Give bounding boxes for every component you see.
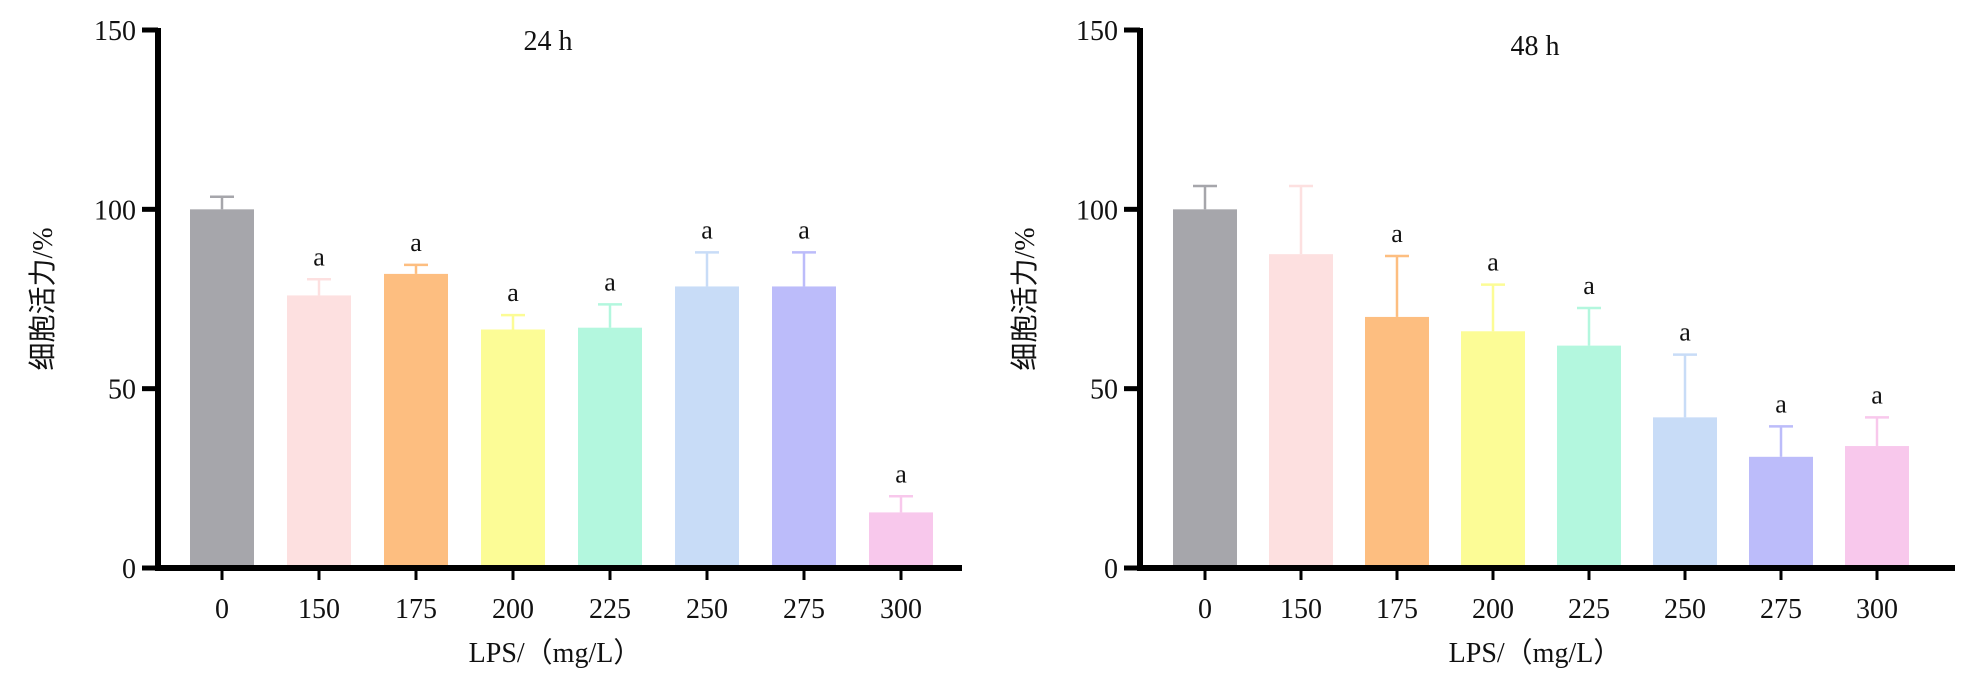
x-tick-label: 200 xyxy=(492,594,534,625)
bar xyxy=(190,209,254,569)
bar xyxy=(384,273,448,568)
x-tick-label: 0 xyxy=(1198,594,1212,625)
x-tick-label: 0 xyxy=(215,594,229,625)
x-tick-label: 150 xyxy=(298,594,340,625)
x-tick-label: 175 xyxy=(1376,594,1418,625)
y-tick-label: 0 xyxy=(1104,554,1118,585)
y-tick-label: 150 xyxy=(1076,16,1118,47)
x-tick-label: 225 xyxy=(589,594,631,625)
y-tick-label: 150 xyxy=(94,16,136,47)
x-tick-label: 225 xyxy=(1568,594,1610,625)
bar xyxy=(287,295,351,568)
significance-label: a xyxy=(507,278,519,307)
y-tick-label: 100 xyxy=(1076,195,1118,226)
y-tick-label: 100 xyxy=(94,195,136,226)
y-tick-label: 50 xyxy=(1090,375,1118,406)
x-tick-label: 275 xyxy=(1760,594,1802,625)
bar xyxy=(772,286,836,568)
panel-48h: 0 150 a 175 a 200 a 225 a 250 a 275 a 300 0 50 100 150 48 … xyxy=(1009,16,1955,669)
y-axis-title: 细胞活力/% xyxy=(1009,227,1041,370)
significance-label: a xyxy=(1679,318,1691,347)
x-tick-label: 300 xyxy=(1856,594,1898,625)
significance-label: a xyxy=(1583,271,1595,300)
significance-label: a xyxy=(313,242,325,271)
x-tick-label: 275 xyxy=(783,594,825,625)
bar xyxy=(1845,446,1909,568)
x-tick-label: 250 xyxy=(686,594,728,625)
bar xyxy=(869,512,933,568)
bar xyxy=(1173,209,1237,569)
bar xyxy=(1269,254,1333,568)
x-tick-label: 200 xyxy=(1472,594,1514,625)
y-axis-title: 细胞活力/% xyxy=(27,227,59,370)
bar xyxy=(1557,345,1621,568)
chart-title: 24 h xyxy=(524,26,573,57)
y-tick-label: 0 xyxy=(122,554,136,585)
x-tick-label: 175 xyxy=(395,594,437,625)
significance-label: a xyxy=(410,228,422,257)
bar xyxy=(1749,456,1813,568)
significance-label: a xyxy=(604,267,616,296)
significance-label: a xyxy=(1487,248,1499,277)
bar xyxy=(675,286,739,568)
chart-title: 48 h xyxy=(1511,31,1560,62)
bar xyxy=(481,329,545,568)
significance-label: a xyxy=(701,215,713,244)
x-axis-title: LPS/（mg/L） xyxy=(469,637,642,669)
panel-24h: 0 a 150 a 175 a 200 a 225 a 250 a 275 a 300 0 50 100 150 24… xyxy=(27,16,962,669)
x-axis-title: LPS/（mg/L） xyxy=(1449,637,1622,669)
significance-label: a xyxy=(895,459,907,488)
significance-label: a xyxy=(798,215,810,244)
significance-label: a xyxy=(1775,389,1787,418)
bar xyxy=(1365,316,1429,568)
significance-label: a xyxy=(1871,380,1883,409)
bar xyxy=(578,327,642,568)
x-tick-label: 250 xyxy=(1664,594,1706,625)
x-tick-label: 150 xyxy=(1280,594,1322,625)
bar xyxy=(1461,331,1525,568)
y-tick-label: 50 xyxy=(108,375,136,406)
x-tick-label: 300 xyxy=(880,594,922,625)
bar xyxy=(1653,417,1717,568)
significance-label: a xyxy=(1391,219,1403,248)
